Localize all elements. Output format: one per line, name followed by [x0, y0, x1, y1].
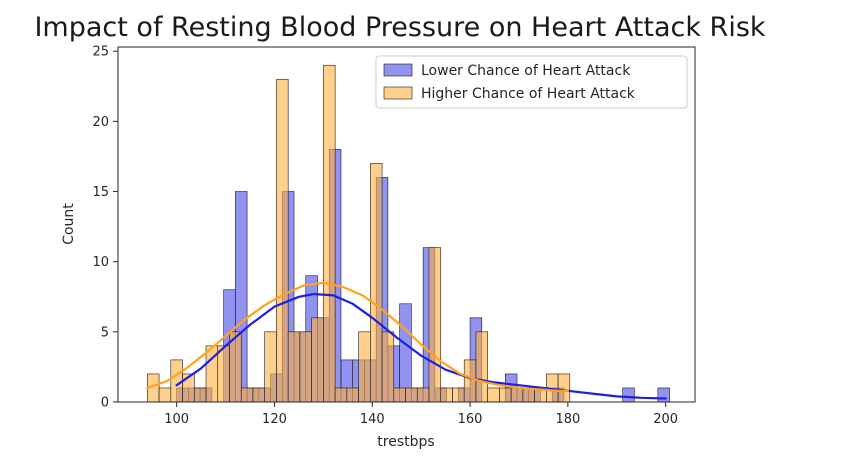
kde-line-series-0	[175, 292, 667, 400]
bar-series-0-bin-41	[657, 387, 670, 403]
y-tick-label: 0	[101, 396, 109, 411]
bar-series-1-bin-26	[452, 387, 465, 403]
x-tick-label: 140	[360, 412, 385, 427]
chart-title: Impact of Resting Blood Pressure on Hear…	[34, 12, 765, 43]
legend-label-higher: Higher Chance of Heart Attack	[421, 86, 636, 102]
bar-series-1-bin-6	[217, 345, 230, 403]
bar-series-1-bin-29	[487, 387, 500, 403]
x-tick-label: 200	[653, 412, 678, 427]
bar-series-1-bin-17	[346, 387, 359, 403]
bar-series-1-bin-23	[416, 387, 430, 403]
bar-series-1-bin-14	[311, 317, 324, 403]
kde-line-series-1	[146, 281, 569, 392]
bar-series-1-bin-1	[158, 387, 172, 403]
bar-series-1-bin-21	[393, 387, 406, 403]
bar-series-1-bin-30	[499, 387, 512, 403]
bar-series-1-bin-9	[252, 387, 266, 403]
bar-series-1-bin-15	[323, 64, 336, 403]
bar-series-1-bin-24	[428, 247, 442, 403]
x-axis-label: trestbps	[377, 434, 434, 450]
y-axis-label: Count	[61, 203, 77, 245]
bar-series-1-bin-27	[463, 359, 477, 403]
legend-swatch-lower	[383, 63, 413, 77]
y-tick-label: 10	[92, 255, 109, 270]
x-axis-ticks: 100 120 140 160 180 200	[164, 402, 678, 427]
bar-series-1-bin-11	[276, 78, 289, 403]
bar-series-1-bin-18	[358, 331, 371, 403]
bar-series-1-bin-10	[264, 331, 277, 403]
kde-layer	[146, 281, 667, 400]
bar-series-1-bin-31	[510, 387, 524, 403]
y-tick-label: 15	[92, 185, 109, 200]
x-tick-label: 180	[555, 412, 580, 427]
bar-series-0-bin-19	[399, 303, 412, 403]
y-tick-label: 20	[92, 115, 109, 130]
bar-series-1-bin-12	[287, 331, 301, 403]
bar-series-1-bin-22	[405, 387, 418, 403]
bar-series-1-bin-16	[334, 387, 348, 403]
bar-series-1-bin-25	[440, 387, 453, 403]
y-axis-ticks: 0 5 10 15 20 25	[92, 45, 118, 411]
bar-series-1-bin-8	[240, 387, 254, 403]
bars-layer	[147, 64, 670, 403]
y-tick-label: 25	[92, 45, 109, 60]
x-tick-label: 120	[262, 412, 287, 427]
bar-series-1-bin-19	[370, 163, 383, 403]
bar-series-1-bin-2	[170, 359, 183, 403]
plot-frame	[117, 46, 696, 403]
legend: Lower Chance of Heart Attack Higher Chan…	[375, 55, 688, 109]
legend-label-lower: Lower Chance of Heart Attack	[421, 63, 631, 79]
x-tick-label: 100	[164, 412, 189, 427]
legend-swatch-higher	[383, 86, 413, 100]
bar-series-1-bin-13	[299, 331, 312, 403]
bar-series-0-bin-38	[622, 387, 635, 403]
bar-series-1-bin-4	[193, 387, 207, 403]
legend-box	[375, 55, 688, 109]
bar-series-1-bin-28	[475, 331, 488, 403]
bar-series-1-bin-20	[381, 331, 395, 403]
bar-series-1-bin-35	[557, 373, 571, 403]
y-tick-label: 5	[101, 325, 109, 340]
x-tick-label: 160	[458, 412, 483, 427]
